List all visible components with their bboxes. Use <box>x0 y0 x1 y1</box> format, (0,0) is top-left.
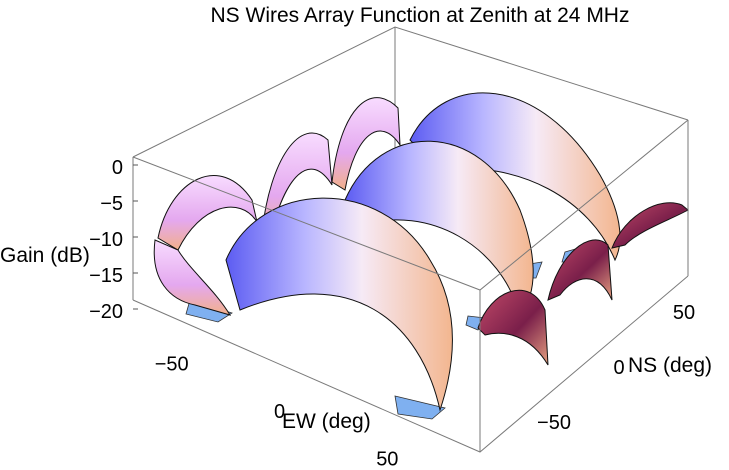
z-tick-label: −10 <box>89 229 123 251</box>
x-tick-label: 50 <box>376 449 398 470</box>
z-axis-label: Gain (dB) <box>0 244 90 267</box>
lobe-side-2 <box>261 132 333 239</box>
z-tick-label: −5 <box>100 193 123 215</box>
surface-lobes <box>153 92 689 420</box>
z-tick-label: −15 <box>89 265 123 287</box>
lobe-left-wall <box>153 239 232 316</box>
y-axis-label: NS (deg) <box>628 354 712 377</box>
lobe-main-mid <box>344 140 534 317</box>
x-tick-label: 0 <box>274 401 285 423</box>
x-axis-ticks: −50 0 50 <box>155 354 399 470</box>
lobe-dark-1 <box>477 289 549 366</box>
chart-title: NS Wires Array Function at Zenith at 24 … <box>211 4 630 27</box>
floor-patch <box>394 395 446 420</box>
z-tick-label: 0 <box>112 157 123 179</box>
z-tick-label: −20 <box>89 301 123 323</box>
y-axis-ticks: −50 0 50 <box>537 302 695 434</box>
lobe-dark-2 <box>547 239 613 301</box>
lobe-side-3 <box>331 97 401 191</box>
lobe-dark-3 <box>611 202 689 249</box>
lobe-side-1 <box>157 175 258 251</box>
y-tick-label: 50 <box>673 302 695 324</box>
plot-box-front <box>132 119 689 453</box>
x-tick-label: −50 <box>155 354 189 376</box>
lobe-main-front <box>225 197 453 412</box>
y-tick-label: 0 <box>613 357 624 379</box>
y-tick-label: −50 <box>537 412 571 434</box>
lobe-main-back <box>409 92 621 262</box>
z-axis-ticks: 0 −5 −10 −15 −20 <box>89 157 138 323</box>
x-axis-label: EW (deg) <box>282 410 371 433</box>
